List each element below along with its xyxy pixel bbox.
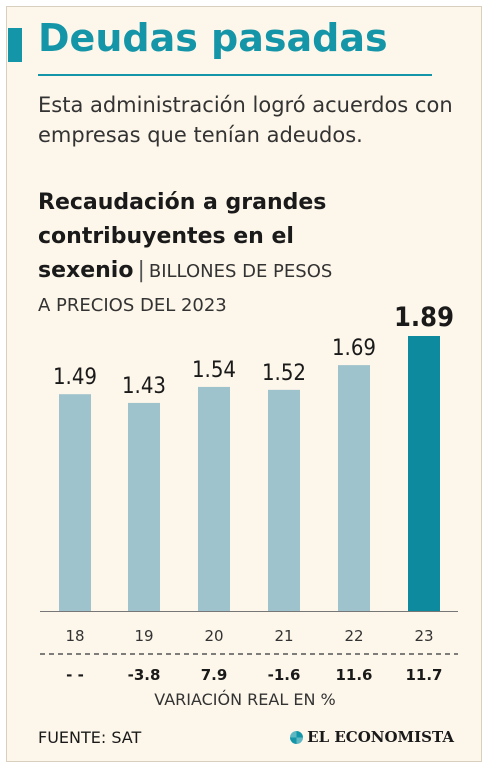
variation-value-23: 11.7 [405,666,442,684]
brand: EL ECONOMISTA [290,728,454,746]
bar-18 [59,394,91,611]
x-tick-label-20: 20 [204,627,223,645]
x-tick-label-18: 18 [65,627,84,645]
title-separator: | [137,258,145,283]
value-label-20: 1.54 [192,358,236,383]
value-label-22: 1.69 [332,336,376,361]
x-tick-label-22: 22 [344,627,363,645]
bar-23 [408,336,440,611]
unit-label-line2: A PRECIOS DEL 2023 [38,295,227,316]
value-label-19: 1.43 [122,374,166,399]
accent-bar [8,28,22,62]
subtitle: Esta administración logró acuerdos con e… [38,93,453,147]
variation-value-21: -1.6 [268,666,301,684]
source-note: FUENTE: SAT [38,728,142,747]
brand-name: EL ECONOMISTA [307,728,454,746]
bar-19 [128,402,160,611]
value-label-18: 1.49 [53,365,97,390]
bar-22 [338,365,370,611]
variation-caption: VARIACIÓN REAL EN % [154,690,336,709]
x-tick-label-21: 21 [274,627,293,645]
x-tick-label-19: 19 [134,627,153,645]
infographic-card [6,6,482,762]
bar-20 [198,386,230,611]
variation-value-22: 11.6 [335,666,372,684]
chart-title: Recaudación a grandes contribuyentes en … [38,186,458,323]
variation-value-19: -3.8 [128,666,161,684]
value-label-21: 1.52 [262,361,306,386]
page-title: Deudas pasadas [38,16,388,60]
x-tick-label-23: 23 [414,627,433,645]
value-label-23: 1.89 [394,302,454,333]
variation-value-20: 7.9 [201,666,228,684]
title-divider [38,74,432,76]
bar-21 [268,389,300,611]
unit-label-line1: BILLONES DE PESOS [148,261,333,282]
chart-title-text: Recaudación a grandes contribuyentes en … [38,190,327,283]
variation-value-18: - - [66,666,84,684]
brand-logo-icon [290,730,304,744]
